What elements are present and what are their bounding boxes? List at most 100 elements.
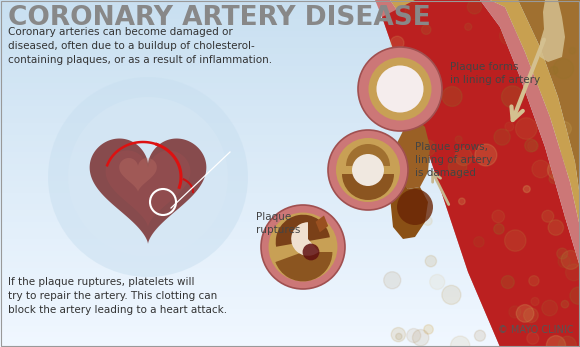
Bar — [0, 22, 580, 29]
Circle shape — [417, 141, 430, 154]
Bar — [0, 277, 580, 283]
Wedge shape — [346, 144, 390, 166]
Bar — [0, 132, 580, 139]
Polygon shape — [375, 0, 540, 347]
Circle shape — [526, 55, 544, 73]
Circle shape — [569, 47, 576, 54]
Circle shape — [48, 77, 248, 277]
Circle shape — [529, 276, 539, 286]
Circle shape — [528, 141, 538, 152]
Text: Plaque grows,
lining of artery
is damaged: Plaque grows, lining of artery is damage… — [415, 142, 492, 178]
Circle shape — [384, 272, 401, 289]
Circle shape — [368, 58, 432, 120]
Circle shape — [376, 66, 423, 112]
Bar — [0, 253, 580, 260]
Circle shape — [542, 210, 554, 222]
Circle shape — [516, 305, 534, 322]
Circle shape — [392, 328, 405, 342]
Circle shape — [562, 151, 571, 160]
Bar — [0, 149, 580, 156]
Bar — [0, 213, 580, 220]
Circle shape — [261, 205, 345, 289]
Bar — [0, 294, 580, 301]
Bar — [0, 51, 580, 58]
Circle shape — [561, 301, 568, 308]
Bar — [0, 45, 580, 52]
Circle shape — [499, 26, 518, 45]
Circle shape — [448, 158, 467, 176]
Circle shape — [425, 255, 437, 267]
Circle shape — [525, 139, 538, 152]
Circle shape — [358, 47, 442, 131]
Polygon shape — [415, 0, 580, 267]
Circle shape — [557, 121, 571, 136]
Circle shape — [559, 151, 578, 170]
Circle shape — [502, 86, 523, 108]
Bar — [0, 103, 580, 110]
Polygon shape — [106, 151, 190, 227]
Bar — [0, 0, 580, 6]
Circle shape — [501, 276, 514, 289]
Circle shape — [524, 308, 538, 323]
Bar — [0, 80, 580, 87]
Circle shape — [412, 330, 429, 346]
Circle shape — [303, 244, 320, 260]
Circle shape — [552, 113, 560, 121]
Circle shape — [548, 220, 564, 235]
Bar — [0, 271, 580, 278]
Circle shape — [505, 122, 514, 131]
Circle shape — [424, 325, 433, 334]
Circle shape — [422, 25, 431, 34]
Circle shape — [553, 59, 574, 79]
Polygon shape — [390, 177, 428, 239]
Circle shape — [402, 120, 421, 139]
Circle shape — [531, 297, 539, 306]
Circle shape — [459, 198, 465, 205]
Bar — [0, 138, 580, 145]
Bar — [0, 259, 580, 266]
Circle shape — [465, 23, 472, 30]
Wedge shape — [291, 222, 319, 256]
Bar — [0, 288, 580, 295]
Circle shape — [557, 248, 568, 259]
Bar — [0, 68, 580, 75]
Bar — [0, 219, 580, 226]
Bar — [0, 144, 580, 150]
Bar — [0, 167, 580, 174]
Bar — [0, 115, 580, 121]
Circle shape — [474, 237, 484, 247]
Circle shape — [400, 110, 416, 126]
Text: CORONARY ARTERY DISEASE: CORONARY ARTERY DISEASE — [8, 5, 431, 31]
Bar — [0, 265, 580, 272]
Bar — [0, 57, 580, 64]
Circle shape — [528, 32, 536, 40]
Circle shape — [570, 287, 580, 304]
Circle shape — [390, 36, 404, 50]
Circle shape — [430, 274, 445, 289]
Polygon shape — [540, 0, 565, 62]
Wedge shape — [276, 215, 330, 247]
Bar — [0, 323, 580, 330]
Bar — [0, 242, 580, 249]
Bar — [0, 300, 580, 306]
Circle shape — [544, 71, 556, 84]
Wedge shape — [342, 174, 394, 200]
Bar — [0, 340, 580, 347]
Circle shape — [546, 336, 566, 347]
Bar — [0, 155, 580, 162]
Circle shape — [269, 213, 338, 281]
Circle shape — [505, 230, 526, 251]
Bar — [0, 62, 580, 69]
Circle shape — [509, 306, 521, 318]
Text: Coronary arteries can become damaged or
diseased, often due to a buildup of chol: Coronary arteries can become damaged or … — [8, 27, 272, 65]
Bar — [0, 236, 580, 243]
Polygon shape — [119, 158, 157, 192]
Circle shape — [423, 217, 432, 226]
Circle shape — [541, 107, 553, 119]
Circle shape — [352, 154, 384, 186]
Bar — [0, 207, 580, 214]
Bar — [0, 282, 580, 289]
Circle shape — [523, 186, 530, 193]
Circle shape — [442, 86, 462, 107]
Bar — [0, 190, 580, 197]
